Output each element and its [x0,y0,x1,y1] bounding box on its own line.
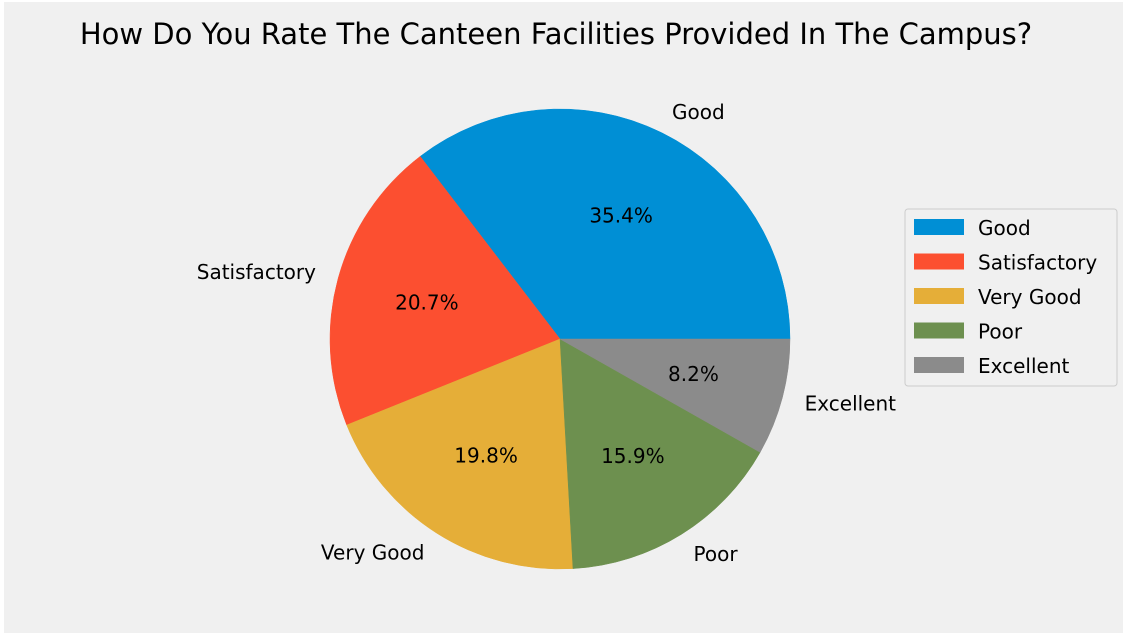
pie-chart: How Do You Rate The Canteen Facilities P… [80,17,1118,570]
percent-label-very-good: 19.8% [454,444,518,468]
legend-swatch-satisfactory [914,253,964,270]
legend-box [904,208,1118,387]
slice-label-poor: Poor [694,542,739,566]
percent-label-good: 35.4% [589,203,653,227]
legend-label-excellent: Excellent [978,354,1070,378]
legend-swatch-good [914,219,964,235]
legend-swatch-poor [914,322,964,339]
percent-label-poor: 15.9% [601,444,665,468]
pie-slice-poor [559,338,761,569]
pie-slice-excellent [559,338,791,453]
legend-label-good: Good [978,216,1031,240]
pie-slices [329,108,791,570]
legend-label-satisfactory: Satisfactory [978,251,1097,275]
slice-label-excellent: Excellent [805,391,897,415]
slice-labels: Good Satisfactory Very Good Poor Excellent [197,100,896,566]
legend: Good Satisfactory Very Good Poor Excellent [904,208,1118,387]
chart-figure: How Do You Rate The Canteen Facilities P… [4,2,1123,633]
legend-label-poor: Poor [978,320,1023,344]
slice-label-good: Good [672,100,725,124]
percent-label-excellent: 8.2% [668,362,719,386]
percent-labels: 35.4% 20.7% 19.8% 15.9% 8.2% [395,203,719,468]
pie-slice-satisfactory [329,156,561,426]
percent-label-satisfactory: 20.7% [395,291,459,315]
legend-swatch-excellent [914,357,964,373]
chart-title: How Do You Rate The Canteen Facilities P… [80,17,1032,51]
legend-swatch-very-good [914,288,964,304]
legend-label-very-good: Very Good [978,285,1082,309]
pie-slice-very-good [346,338,574,570]
pie-slice-good [419,108,791,340]
slice-label-very-good: Very Good [321,541,425,565]
slice-label-satisfactory: Satisfactory [197,260,316,284]
